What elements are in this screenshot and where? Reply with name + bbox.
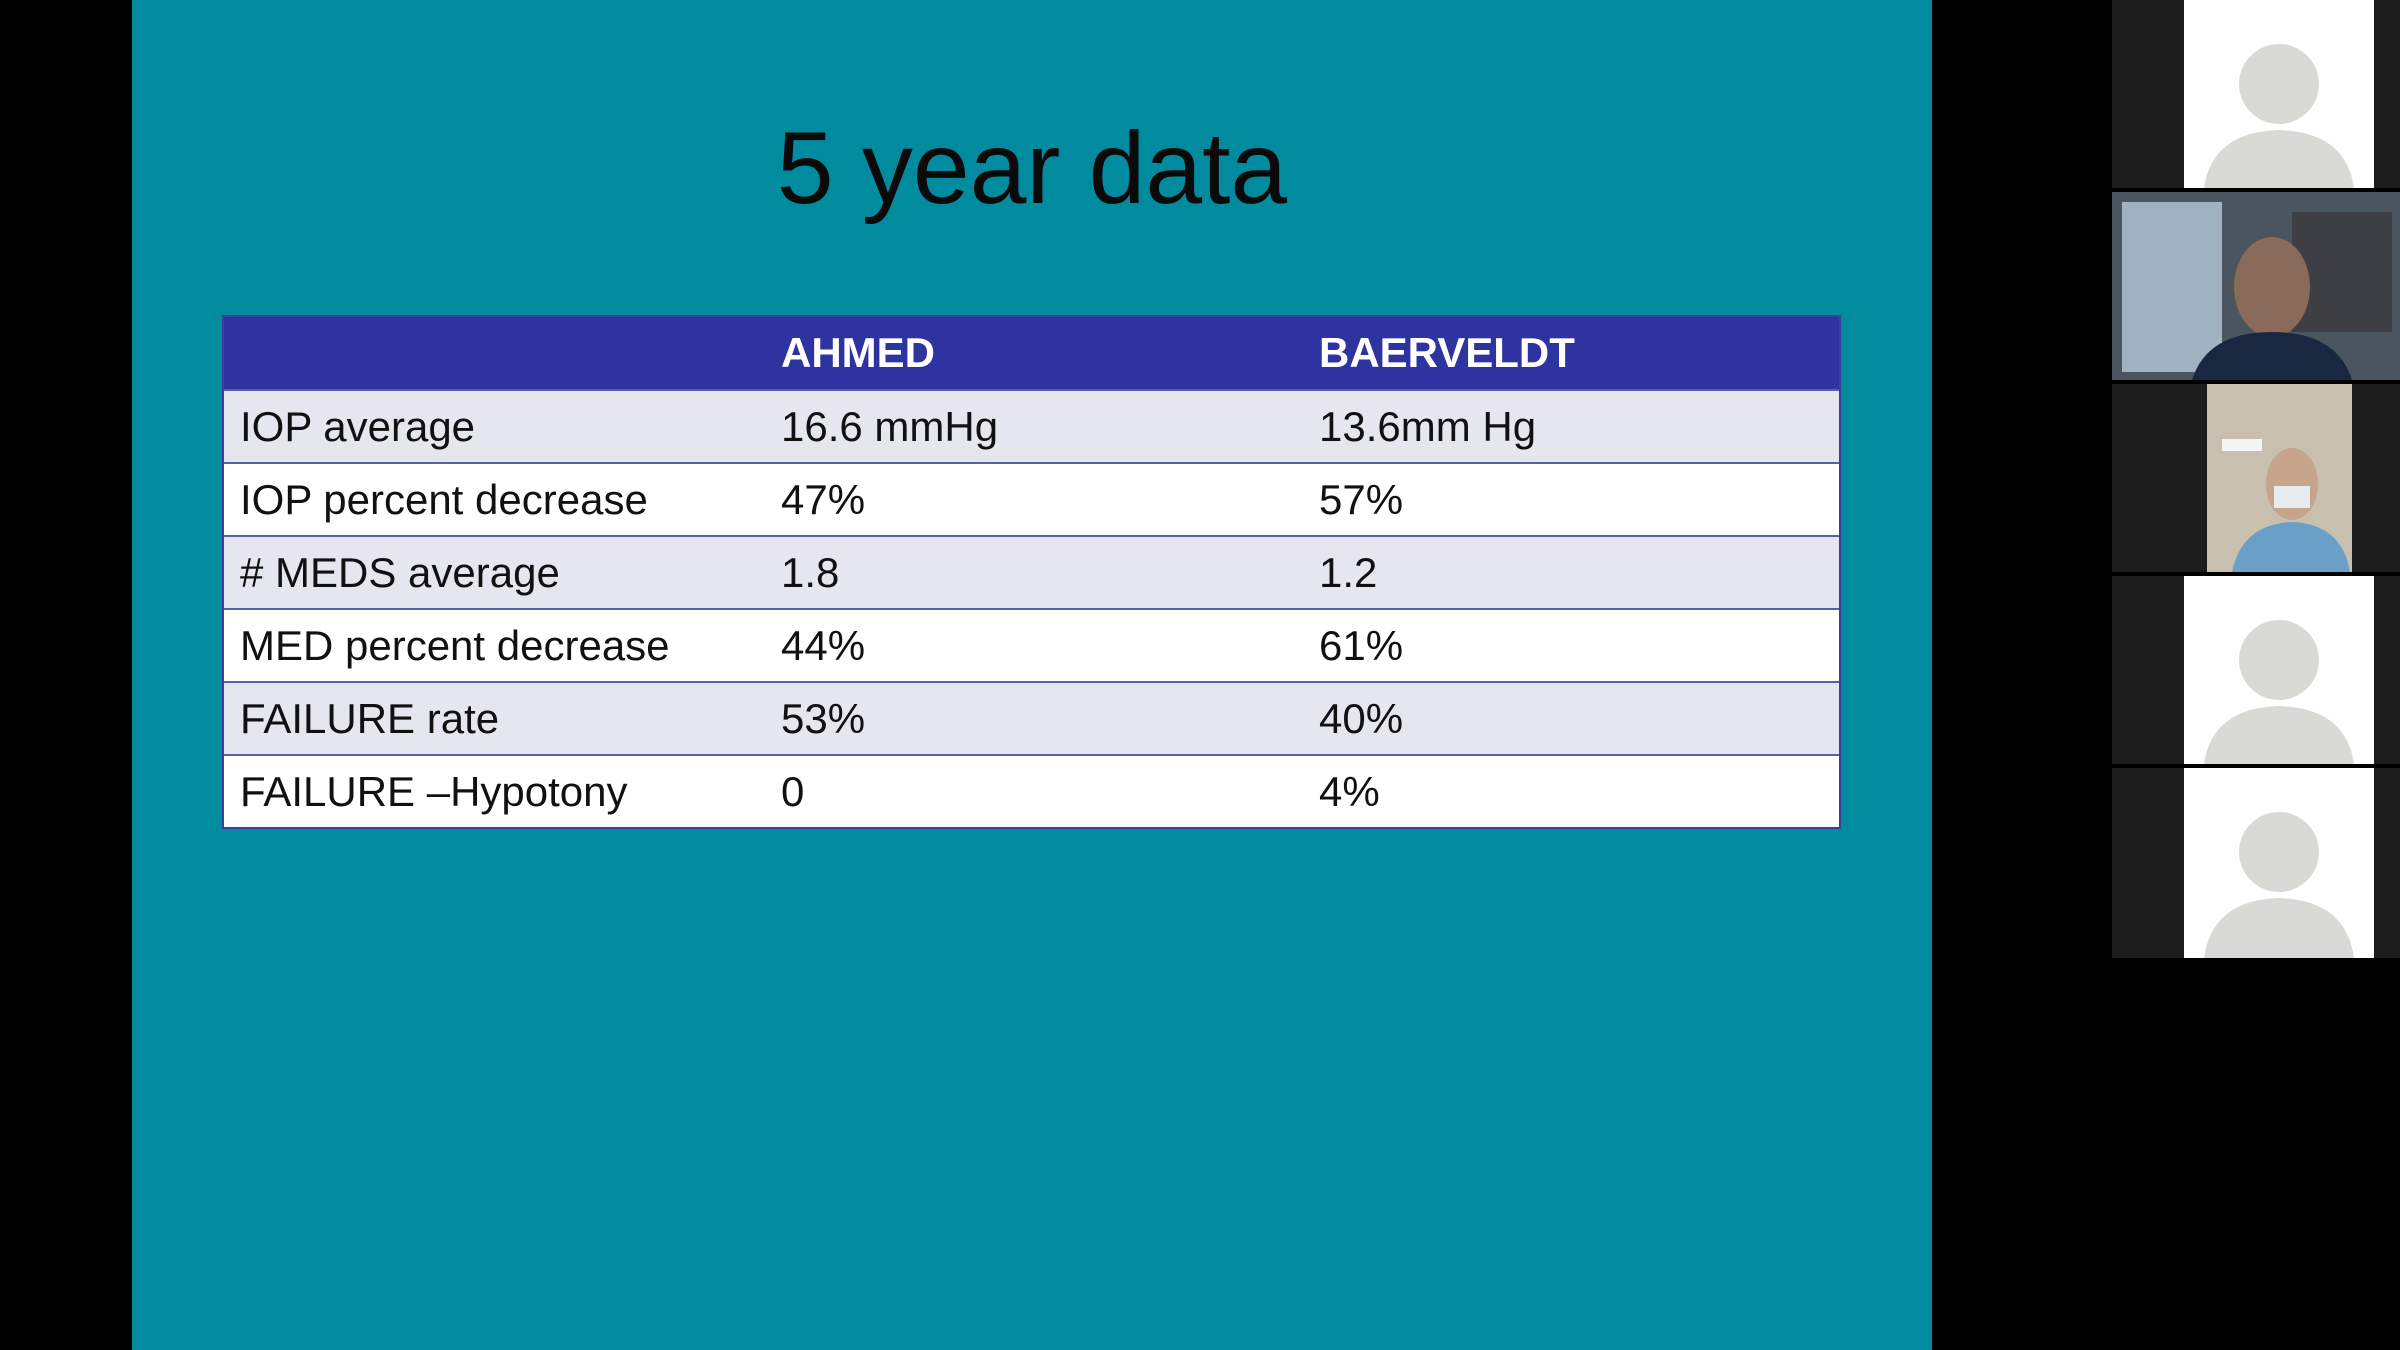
table-row: # MEDS average 1.8 1.2 xyxy=(224,535,1839,608)
table-cell: IOP percent decrease xyxy=(240,475,648,523)
header-cell: BAERVELDT xyxy=(1319,329,1575,376)
table-cell: 0 xyxy=(781,767,805,815)
participant-video[interactable] xyxy=(2112,384,2400,572)
participant-tile[interactable] xyxy=(2112,576,2400,764)
participant-tile[interactable] xyxy=(2112,0,2400,188)
table-cell: IOP average xyxy=(240,402,476,450)
table-row: MED percent decrease 44% 61% xyxy=(224,608,1839,681)
table-cell: MED percent decrease xyxy=(240,621,670,669)
table-cell: 53% xyxy=(781,694,866,742)
table-cell: 1.2 xyxy=(1319,548,1378,596)
table-cell: FAILURE rate xyxy=(240,694,500,742)
table-row: IOP percent decrease 47% 57% xyxy=(224,462,1839,535)
table-cell: 16.6 mmHg xyxy=(781,402,999,450)
table-cell: 4% xyxy=(1319,767,1380,815)
header-cell: AHMED xyxy=(781,329,935,376)
slide: 5 year data AHMED BAERVELDT IOP average 16.… xyxy=(132,0,1932,1350)
participant-tile[interactable] xyxy=(2112,768,2400,958)
table-row: FAILURE rate 53% 40% xyxy=(224,681,1839,754)
slide-title: 5 year data xyxy=(776,111,1288,225)
header-row: AHMED BAERVELDT xyxy=(224,317,1839,389)
table-cell: 44% xyxy=(781,621,866,669)
table-cell: FAILURE –Hypotony xyxy=(240,767,628,815)
table-cell: 13.6mm Hg xyxy=(1319,402,1537,450)
table-cell: 57% xyxy=(1319,475,1404,523)
participant-video[interactable] xyxy=(2112,192,2400,380)
table-row: FAILURE –Hypotony 0 4% xyxy=(224,754,1839,827)
data-table: AHMED BAERVELDT IOP average 16.6 mmHg 13.6mm… xyxy=(222,315,1841,829)
table-cell: 47% xyxy=(781,475,866,523)
table-cell: 1.8 xyxy=(781,548,840,596)
table-cell: # MEDS average xyxy=(240,548,560,596)
table-row: IOP average 16.6 mmHg 13.6mm Hg xyxy=(224,389,1839,462)
table-cell: 40% xyxy=(1319,694,1404,742)
table-cell: 61% xyxy=(1319,621,1404,669)
